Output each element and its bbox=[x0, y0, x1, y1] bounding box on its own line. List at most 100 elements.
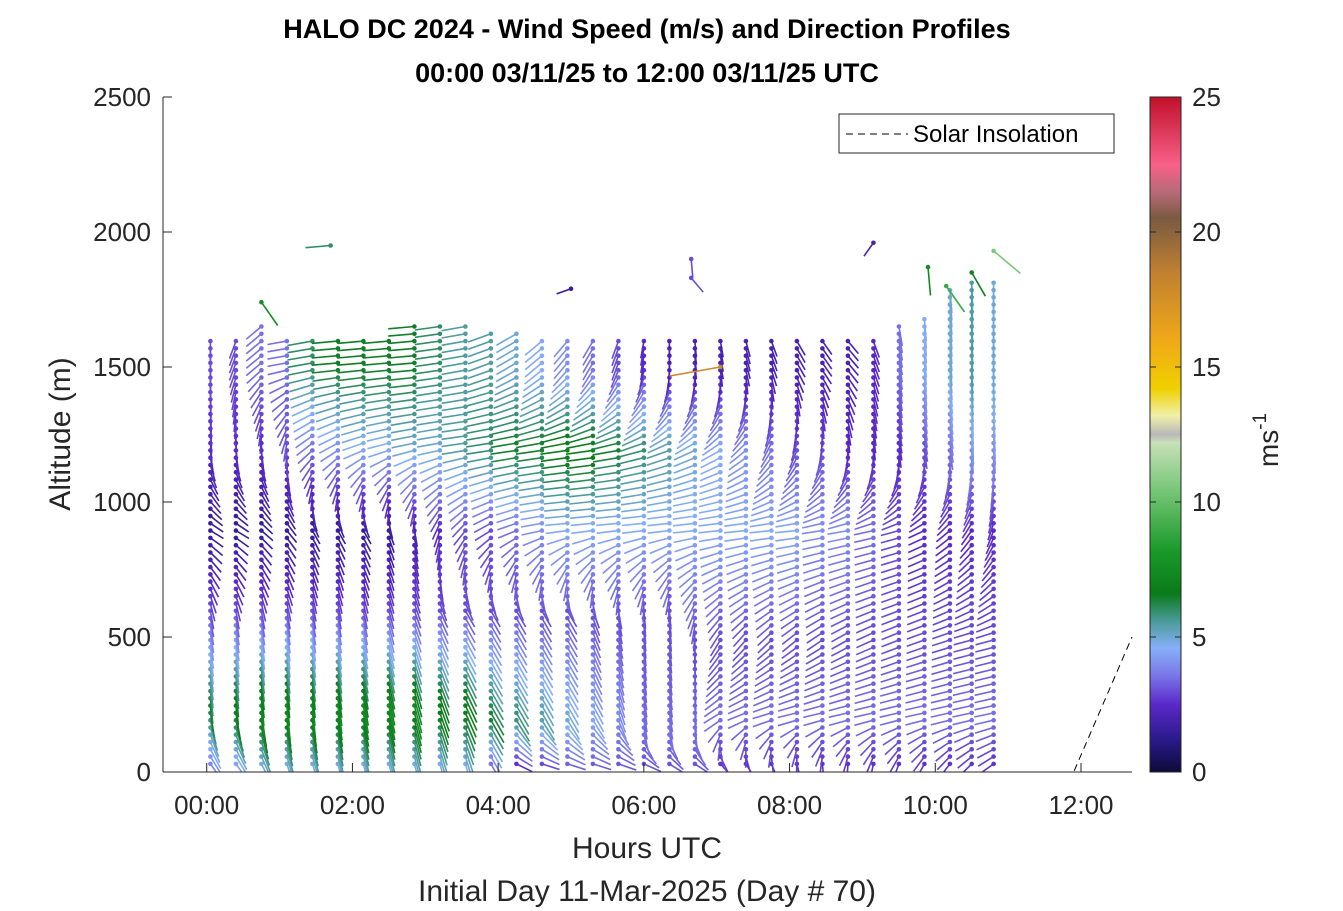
wind-barb-dot bbox=[794, 477, 800, 482]
wind-barb bbox=[260, 603, 267, 622]
wind-barb bbox=[872, 391, 879, 410]
wind-barb-dot bbox=[794, 623, 800, 628]
wind-barb-dot bbox=[896, 491, 902, 497]
wind-barb bbox=[260, 647, 266, 670]
wind-barb bbox=[907, 580, 925, 590]
wind-barb bbox=[286, 734, 293, 760]
wind-barb bbox=[464, 646, 477, 668]
wind-barb bbox=[415, 405, 441, 412]
wind-barb-dot bbox=[361, 440, 366, 446]
wind-barb bbox=[821, 377, 832, 393]
wind-barb-dot bbox=[794, 659, 800, 665]
wind-barb bbox=[494, 384, 517, 396]
wind-barb-dot bbox=[820, 375, 825, 380]
wind-barb-dot bbox=[539, 448, 545, 453]
wind-barb bbox=[906, 631, 925, 640]
wind-barb bbox=[783, 471, 798, 488]
wind-barb bbox=[752, 573, 772, 583]
wind-barb bbox=[712, 734, 722, 753]
wind-barb-dot bbox=[412, 470, 417, 475]
y-tick-label: 1000 bbox=[93, 487, 151, 517]
wind-barb-dot bbox=[718, 637, 723, 643]
wind-barb bbox=[796, 377, 805, 394]
wind-barb bbox=[441, 333, 466, 339]
wind-barb-dot bbox=[616, 506, 621, 512]
wind-barb bbox=[258, 428, 263, 447]
wind-barb bbox=[857, 734, 874, 747]
wind-barb bbox=[930, 712, 951, 718]
wind-barb-dot bbox=[743, 601, 749, 606]
wind-barb bbox=[804, 602, 823, 613]
wind-barb bbox=[499, 537, 517, 549]
wind-barb bbox=[235, 669, 240, 694]
wind-barb bbox=[730, 668, 747, 682]
wind-barb bbox=[854, 559, 874, 566]
wind-barb-dot bbox=[488, 419, 494, 424]
wind-barb bbox=[620, 486, 645, 492]
wind-barb bbox=[516, 763, 533, 772]
wind-barb bbox=[758, 457, 773, 475]
wind-barb-dot bbox=[947, 550, 953, 555]
wind-barb-dot bbox=[361, 382, 366, 388]
wind-barb-dot bbox=[871, 732, 876, 737]
wind-barb-dot bbox=[514, 703, 519, 708]
wind-barb bbox=[780, 617, 798, 630]
wind-barb bbox=[802, 559, 823, 566]
wind-barb bbox=[541, 697, 555, 719]
wind-barb bbox=[495, 369, 517, 383]
wind-barb bbox=[388, 632, 395, 654]
wind-barb bbox=[886, 748, 900, 765]
wind-barb-dot bbox=[718, 593, 723, 599]
wind-barb bbox=[260, 501, 272, 516]
wind-barb bbox=[872, 377, 880, 395]
wind-barb bbox=[358, 494, 365, 512]
wind-barb bbox=[785, 464, 798, 482]
wind-barb bbox=[835, 741, 849, 758]
wind-barb bbox=[880, 668, 900, 676]
wind-barb-dot bbox=[718, 528, 723, 533]
wind-barb bbox=[796, 391, 802, 409]
wind-barb bbox=[755, 617, 772, 631]
wind-barb bbox=[286, 508, 296, 524]
wind-barb bbox=[617, 647, 624, 667]
wind-barb-dot bbox=[488, 535, 494, 541]
wind-barb-dot bbox=[991, 739, 996, 745]
wind-barb bbox=[621, 522, 644, 527]
wind-barb-dot bbox=[463, 397, 468, 402]
wind-barb bbox=[668, 720, 674, 740]
wind-barb-dot bbox=[616, 754, 621, 759]
wind-barb bbox=[829, 675, 849, 685]
wind-barb bbox=[362, 362, 389, 366]
wind-barb bbox=[547, 398, 568, 413]
wind-barb bbox=[827, 544, 849, 551]
wind-barb bbox=[338, 391, 364, 398]
wind-barb bbox=[515, 661, 528, 682]
wind-barb-dot bbox=[845, 484, 851, 490]
wind-barb bbox=[880, 537, 900, 544]
wind-barb-dot bbox=[820, 579, 825, 584]
wind-barb bbox=[490, 625, 502, 643]
wind-barb-dot bbox=[590, 645, 596, 650]
wind-barb-dot bbox=[233, 593, 239, 599]
wind-barb-dot bbox=[692, 477, 698, 482]
wind-barb-dot bbox=[871, 477, 876, 482]
wind-barb-dot bbox=[845, 601, 851, 606]
wind-barb-dot bbox=[437, 506, 443, 512]
wind-barb-dot bbox=[667, 761, 672, 767]
wind-barb bbox=[209, 551, 223, 565]
wind-barb-dot bbox=[641, 513, 647, 519]
wind-barb-dot bbox=[743, 579, 749, 584]
wind-barb bbox=[796, 362, 806, 378]
wind-barb bbox=[592, 734, 609, 750]
wind-barb bbox=[821, 355, 833, 370]
wind-barb bbox=[311, 763, 316, 772]
wind-barb-dot bbox=[437, 455, 443, 461]
wind-barb bbox=[689, 617, 696, 637]
wind-barb-dot bbox=[539, 659, 545, 665]
wind-barb-dot bbox=[922, 557, 927, 563]
wind-barb-dot bbox=[616, 397, 621, 402]
wind-barb-dot bbox=[361, 389, 366, 395]
wind-barb-dot bbox=[743, 513, 749, 519]
wind-barb-dot bbox=[947, 732, 953, 737]
wind-barb-dot bbox=[667, 754, 672, 759]
